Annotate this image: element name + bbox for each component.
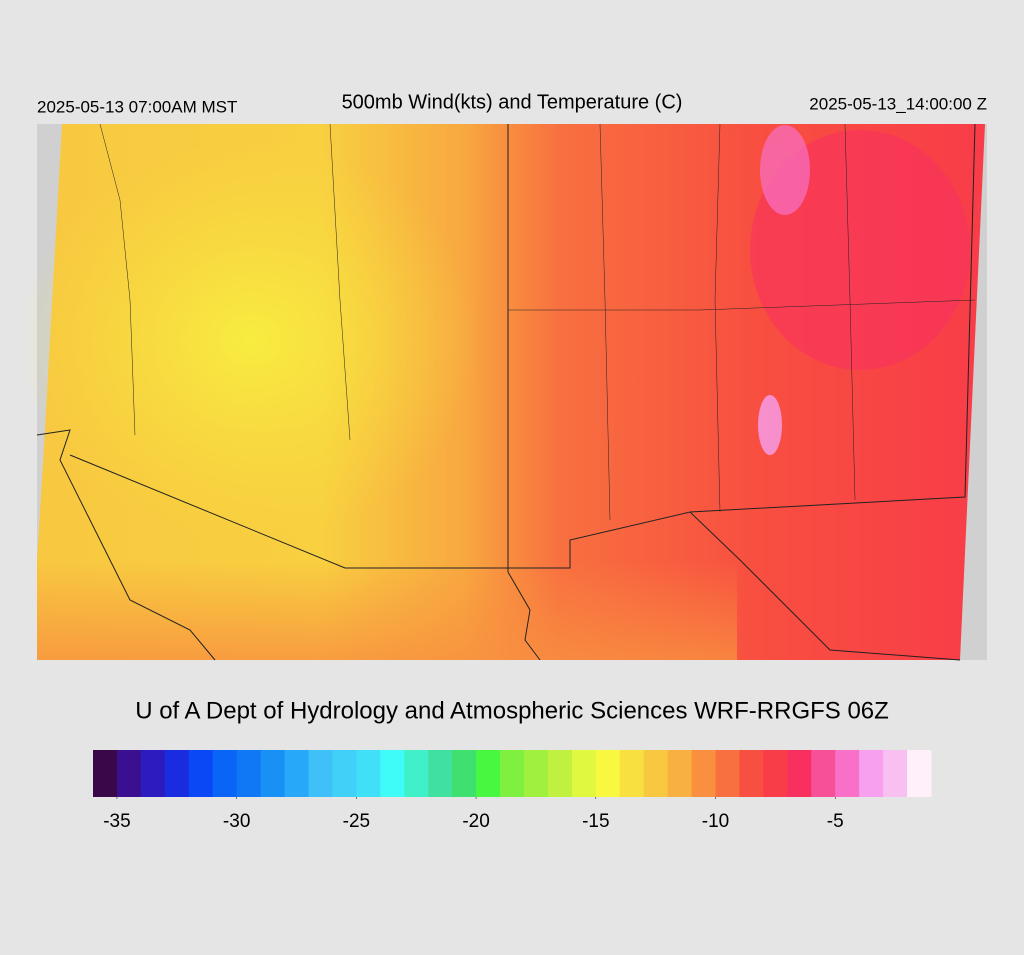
- colorbar-tick-label: -35: [103, 811, 130, 832]
- colorbar-box: [116, 750, 142, 797]
- colorbar-box: [260, 750, 286, 797]
- colorbar-box: [188, 750, 214, 797]
- county-line: [508, 299, 976, 311]
- colorbar-box: [500, 750, 525, 797]
- map: [20, 123, 987, 661]
- cold-spot: [758, 395, 782, 455]
- colorbar-box: [571, 750, 597, 797]
- colorbar-box: [284, 750, 309, 797]
- colorbar-tick-label: -10: [702, 811, 729, 832]
- colorbar-box: [332, 750, 357, 797]
- border: [36, 429, 216, 661]
- border: [69, 454, 961, 661]
- colorbar: -35 -30 -25 -20 -15 -10 -5: [93, 750, 932, 832]
- colorbar-box: [308, 750, 333, 797]
- colorbar-box: [787, 750, 812, 797]
- colorbar-tick-label: -15: [582, 811, 609, 832]
- colorbar-box: [140, 750, 166, 797]
- county-line: [599, 123, 611, 521]
- colorbar-box: [907, 750, 932, 797]
- colorbar-box: [356, 750, 381, 797]
- colorbar-box: [619, 750, 645, 797]
- colorbar-box: [212, 750, 238, 797]
- valid-time-local: 2025-05-13 07:00AM MST: [37, 97, 237, 116]
- colorbar-box: [523, 750, 549, 797]
- border: [507, 571, 541, 661]
- colorbar-box: [164, 750, 190, 797]
- county-line: [844, 123, 856, 501]
- colorbar-box: [428, 750, 453, 797]
- colorbar-box: [667, 750, 693, 797]
- map-title: 500mb Wind(kts) and Temperature (C): [342, 91, 683, 113]
- field-shading: [37, 560, 737, 660]
- colorbar-tick-label: -30: [223, 811, 250, 832]
- county-line: [714, 123, 721, 513]
- border: [689, 123, 976, 513]
- valid-time-utc: 2025-05-13_14:00:00 Z: [809, 94, 987, 113]
- colorbar-box: [643, 750, 669, 797]
- colorbar-box: [452, 750, 477, 797]
- colorbar-box: [236, 750, 262, 797]
- colorbar-box: [380, 750, 405, 797]
- colorbar-box: [547, 750, 573, 797]
- colorbar-tick-label: -25: [343, 811, 370, 832]
- colorbar-box: [595, 750, 621, 797]
- colorbar-box: [691, 750, 717, 797]
- colorbar-box: [93, 750, 118, 797]
- colorbar-box: [859, 750, 884, 797]
- county-line: [329, 123, 351, 441]
- colorbar-box: [404, 750, 429, 797]
- colorbar-box: [763, 750, 788, 797]
- colorbar-box: [739, 750, 764, 797]
- colorbar-box: [811, 750, 836, 797]
- colorbar-box: [715, 750, 740, 797]
- colorbar-box: [835, 750, 860, 797]
- credit: U of A Dept of Hydrology and Atmospheric…: [135, 697, 889, 724]
- colorbar-box: [476, 750, 501, 797]
- colorbar-box: [883, 750, 908, 797]
- colorbar-tick-label: -20: [462, 811, 489, 832]
- colorbar-tick-label: -5: [827, 811, 844, 832]
- boundaries: [36, 123, 976, 661]
- warm-core: [20, 140, 480, 540]
- county-line: [99, 123, 136, 436]
- cold-spot: [760, 125, 810, 215]
